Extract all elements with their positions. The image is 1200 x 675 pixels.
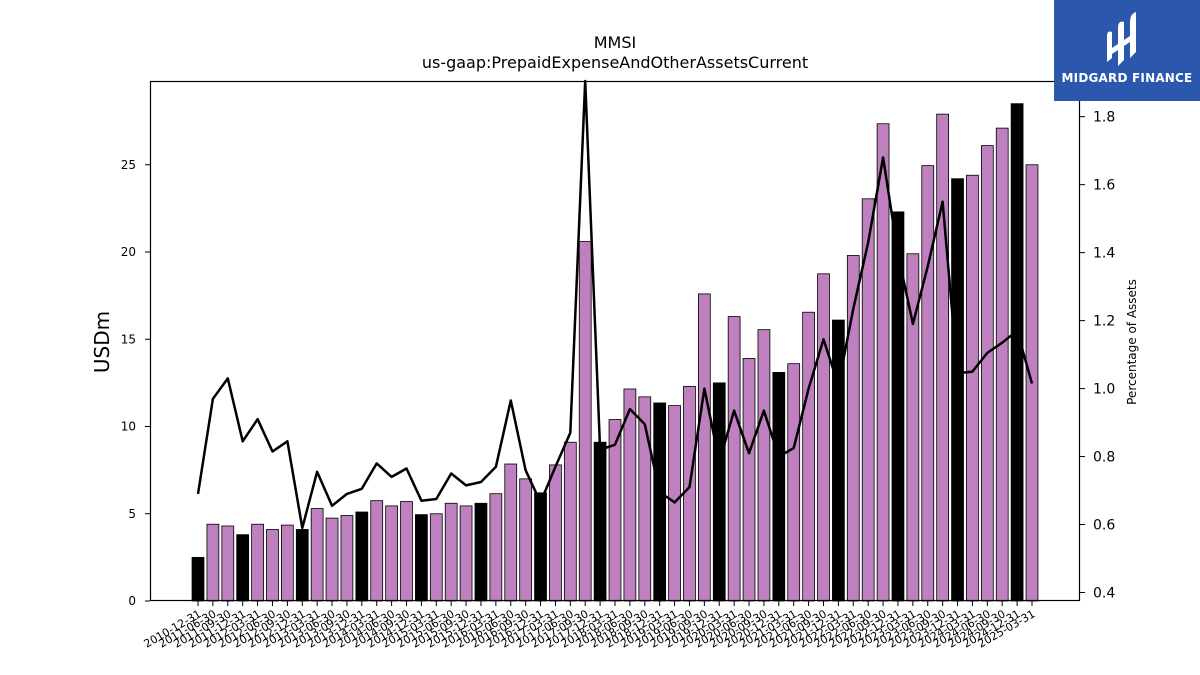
bar-2020-06-30 bbox=[742, 358, 756, 602]
bar-2015-03-31 bbox=[429, 513, 443, 602]
bar-2021-09-30 bbox=[817, 273, 830, 602]
bar-2019-12-31 bbox=[712, 382, 726, 602]
bar-2013-09-30 bbox=[340, 515, 354, 602]
bar-2011-12-31 bbox=[236, 534, 250, 602]
bar-2010-12-31 bbox=[191, 556, 205, 602]
right-axis-ticks: 0.4 0.6 0.8 1.0 1.2 1.4 1.6 1.8 bbox=[1080, 110, 1115, 602]
bar-2014-06-30 bbox=[385, 505, 398, 602]
y2-tick-label: 0.8 bbox=[1093, 450, 1115, 466]
bar-2024-12-31 bbox=[1010, 103, 1024, 602]
bar-2017-09-30 bbox=[578, 241, 592, 602]
bar-2013-06-30 bbox=[325, 517, 339, 602]
bar-2011-06-30 bbox=[206, 523, 220, 602]
bar-2024-03-31 bbox=[966, 174, 979, 602]
chart-title: MMSI bbox=[594, 33, 636, 52]
bar-2012-06-30 bbox=[266, 529, 279, 602]
bar-2017-12-31 bbox=[593, 441, 607, 602]
y2-tick-label: 0.6 bbox=[1093, 518, 1115, 534]
bar-2019-06-30 bbox=[683, 385, 696, 602]
bar-2022-09-30 bbox=[876, 123, 890, 602]
y2-tick-label: 1.0 bbox=[1093, 382, 1115, 398]
bar-2012-09-30 bbox=[280, 524, 294, 602]
y2-tick-label: 0.4 bbox=[1093, 586, 1115, 602]
bar-2021-03-31 bbox=[787, 363, 801, 602]
logo-mark-icon bbox=[1107, 12, 1136, 67]
x-axis-ticks: 2010-12-312011-06-302011-09-302011-12-31… bbox=[142, 601, 1038, 651]
y-tick-label: 25 bbox=[121, 158, 136, 172]
bar-2023-12-31 bbox=[951, 178, 964, 602]
bar-2013-03-31 bbox=[310, 508, 324, 602]
bar-2018-12-31 bbox=[653, 402, 667, 602]
bar-2019-09-30 bbox=[698, 293, 711, 602]
bar-2020-09-30 bbox=[757, 329, 771, 602]
bar-2014-03-31 bbox=[370, 500, 384, 602]
bar-2024-06-30 bbox=[980, 145, 994, 602]
y-tick-label: 15 bbox=[121, 332, 136, 346]
bar-2020-12-31 bbox=[772, 372, 786, 602]
y2-tick-label: 1.2 bbox=[1093, 314, 1115, 330]
right-axis-label: Percentage of Assets bbox=[1125, 279, 1139, 405]
bar-2021-06-30 bbox=[802, 311, 815, 602]
bar-2023-09-30 bbox=[936, 113, 950, 602]
logo: MIDGARD FINANCE bbox=[1054, 0, 1200, 101]
bar-2016-12-31 bbox=[534, 492, 547, 602]
y-tick-label: 5 bbox=[128, 507, 136, 521]
percentage-line bbox=[196, 79, 1034, 530]
y2-tick-label: 1.8 bbox=[1093, 110, 1115, 126]
bar-2011-09-30 bbox=[221, 525, 235, 602]
y-tick-label: 0 bbox=[128, 594, 136, 608]
y2-tick-label: 1.6 bbox=[1093, 178, 1115, 194]
y-tick-label: 20 bbox=[121, 245, 136, 259]
bar-2014-12-31 bbox=[415, 514, 428, 602]
bar-2014-09-30 bbox=[400, 501, 413, 602]
bar-2024-09-30 bbox=[995, 127, 1009, 602]
bar-2013-12-31 bbox=[355, 511, 369, 602]
bar-2012-12-31 bbox=[295, 529, 309, 602]
logo-text: MIDGARD FINANCE bbox=[1061, 71, 1193, 85]
bar-2017-06-30 bbox=[563, 441, 577, 602]
bar-2016-03-31 bbox=[489, 493, 503, 602]
bar-2020-03-31 bbox=[727, 316, 741, 602]
bar-group bbox=[191, 103, 1039, 602]
bar-2015-12-31 bbox=[474, 502, 488, 602]
y-tick-label: 10 bbox=[121, 420, 136, 434]
bar-2015-09-30 bbox=[459, 505, 473, 602]
bar-2012-03-31 bbox=[251, 523, 264, 602]
left-axis-ticks: 0 5 10 15 20 25 bbox=[121, 158, 150, 608]
bar-2017-03-31 bbox=[549, 464, 562, 602]
bar-2016-06-30 bbox=[504, 463, 518, 602]
bar-2015-06-30 bbox=[444, 502, 458, 602]
left-axis-label: USDm bbox=[90, 311, 114, 373]
plot-frame bbox=[149, 80, 1081, 602]
bar-2023-06-30 bbox=[921, 165, 935, 602]
chart-subtitle: us-gaap:PrepaidExpenseAndOtherAssetsCurr… bbox=[422, 53, 808, 72]
y2-tick-label: 1.4 bbox=[1093, 246, 1115, 262]
bar-2016-09-30 bbox=[519, 478, 533, 602]
